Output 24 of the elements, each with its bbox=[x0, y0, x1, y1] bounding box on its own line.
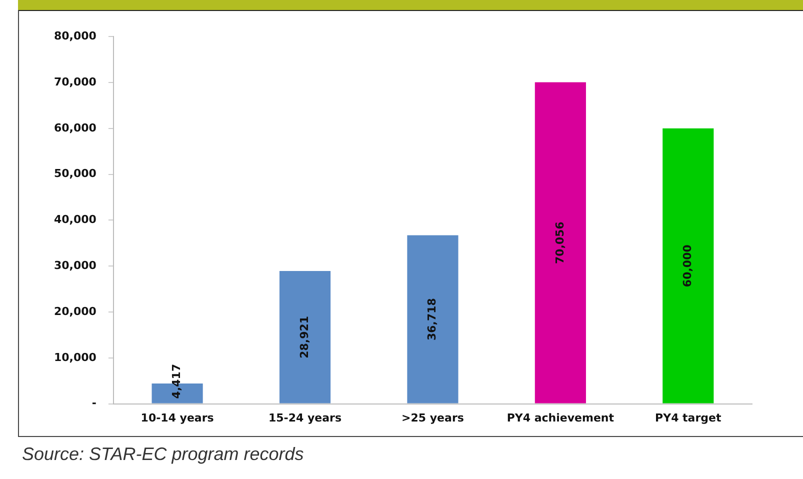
y-tick-label: 50,000 bbox=[54, 167, 97, 180]
x-tick-label: PY4 target bbox=[655, 411, 722, 424]
data-label: 36,718 bbox=[426, 298, 439, 341]
y-tick-label: - bbox=[92, 396, 96, 410]
bar bbox=[407, 235, 458, 404]
x-tick-label: >25 years bbox=[402, 411, 464, 424]
x-tick-label: 10-14 years bbox=[140, 411, 214, 424]
y-tick-label: 70,000 bbox=[54, 75, 97, 88]
y-tick-label: 60,000 bbox=[54, 121, 97, 134]
data-label: 70,056 bbox=[553, 221, 566, 264]
bar bbox=[662, 128, 714, 404]
y-tick-label: 40,000 bbox=[54, 213, 97, 226]
x-tick-label: 15-24 years bbox=[268, 411, 342, 424]
y-tick-label: 80,000 bbox=[54, 29, 97, 42]
source-note: Source: STAR-EC program records bbox=[22, 444, 304, 465]
data-label: 28,921 bbox=[298, 316, 311, 358]
bar bbox=[534, 82, 586, 404]
y-tick-label: 20,000 bbox=[54, 304, 97, 318]
y-tick-label: 30,000 bbox=[54, 258, 97, 272]
data-label: 4,417 bbox=[170, 364, 184, 399]
data-label: 60,000 bbox=[681, 244, 694, 288]
y-tick-label: 10,000 bbox=[54, 350, 97, 364]
x-tick-label: PY4 achievement bbox=[506, 411, 614, 424]
bar bbox=[279, 271, 331, 404]
